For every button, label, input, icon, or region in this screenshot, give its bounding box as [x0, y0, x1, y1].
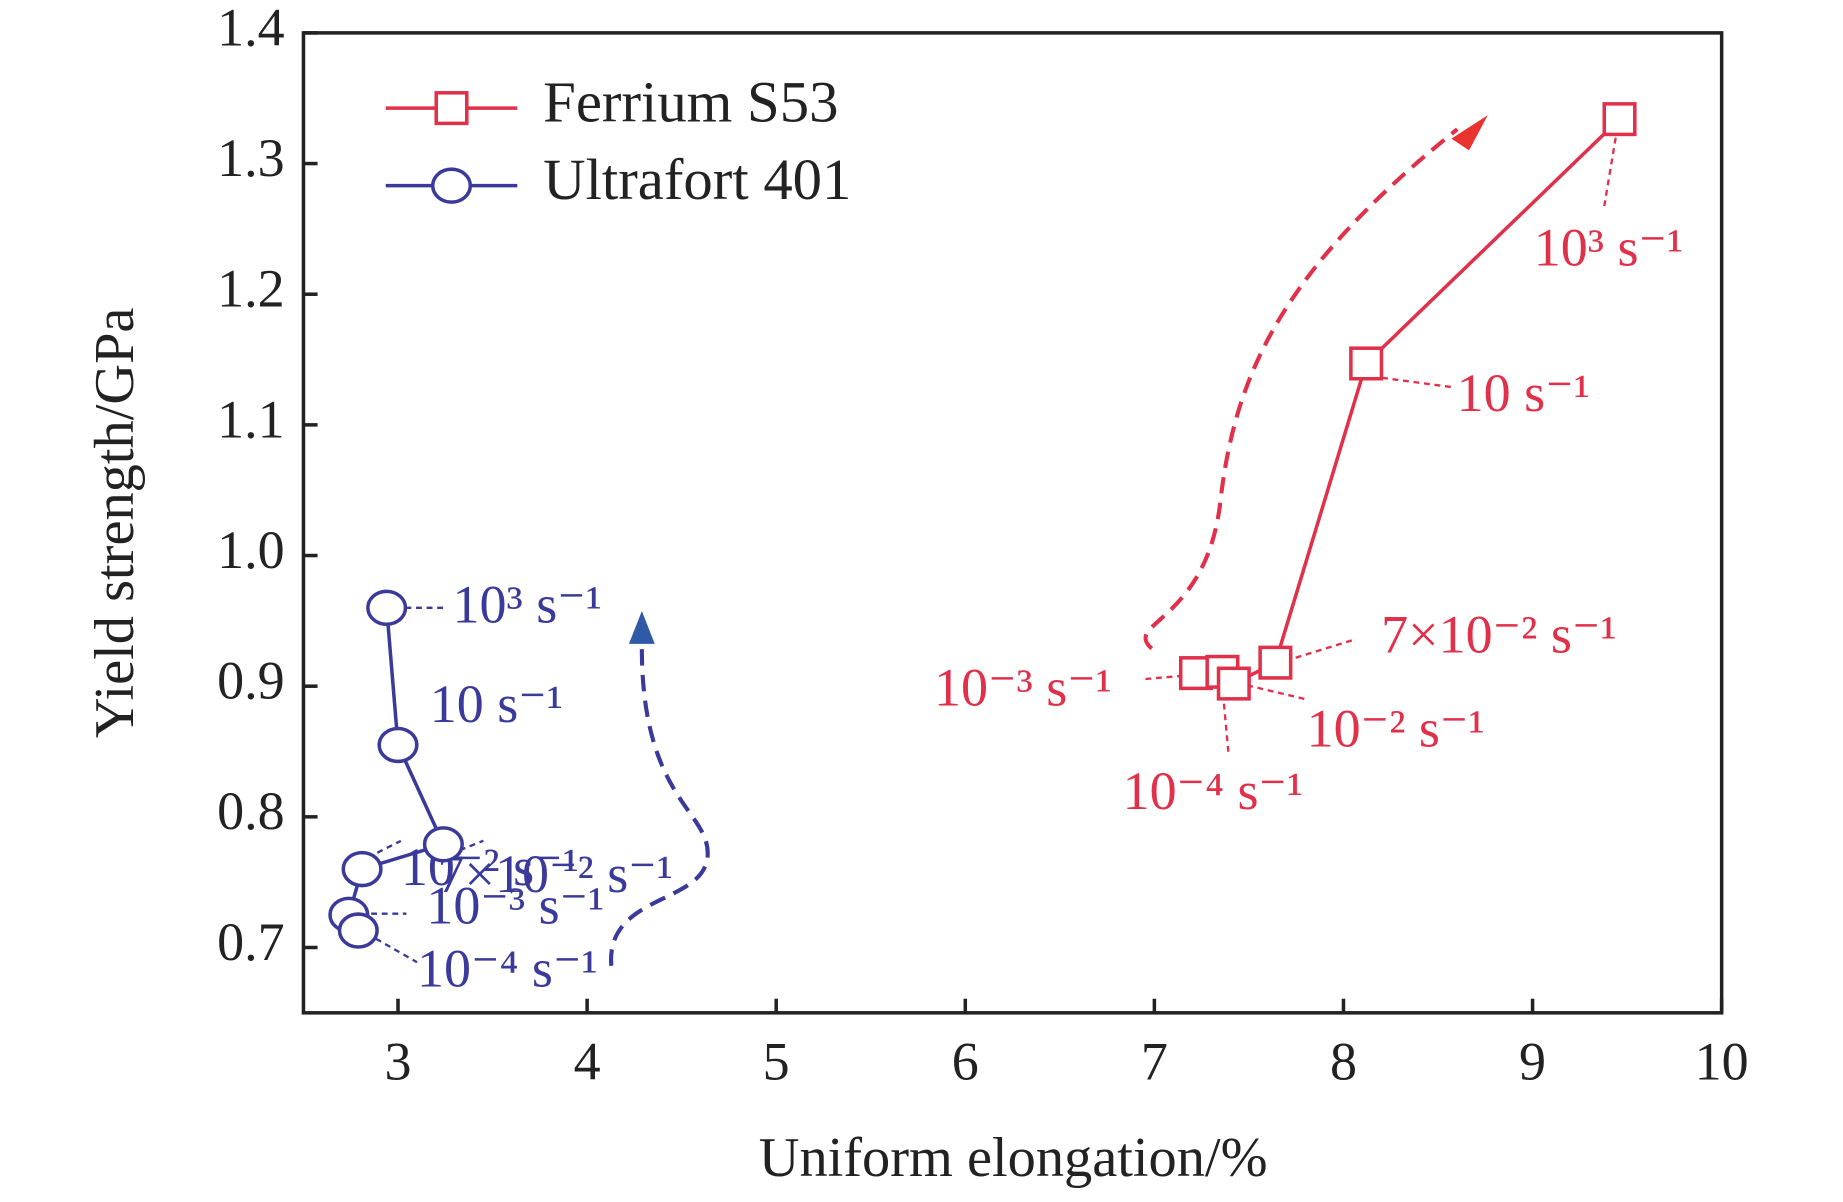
marker	[337, 912, 379, 949]
arrow-head	[628, 610, 655, 644]
marker	[341, 850, 383, 888]
y-tick-label: 0.8	[217, 781, 285, 841]
leader-line	[375, 937, 418, 964]
x-tick-label: 8	[1330, 1031, 1357, 1091]
point-label: 7×10⁻² s⁻¹	[1381, 605, 1617, 665]
trend-arrow	[1143, 127, 1459, 651]
marker	[1216, 666, 1251, 701]
point-label: 10⁻⁴ s⁻¹	[417, 938, 598, 998]
leader-line	[1380, 376, 1451, 389]
point-label: 10³ s⁻¹	[1534, 217, 1683, 277]
marker	[422, 826, 464, 863]
y-tick-label: 1.2	[217, 259, 285, 319]
marker	[1258, 645, 1293, 680]
y-tick-label: 1.1	[217, 389, 285, 449]
point-label: 10⁻³ s⁻¹	[934, 658, 1112, 718]
x-tick-label: 6	[952, 1031, 979, 1091]
marker	[1349, 346, 1384, 381]
arrow-head	[1451, 115, 1488, 151]
y-tick-label: 0.9	[217, 651, 285, 711]
point-label: 10⁻³ s⁻¹	[426, 876, 604, 936]
point-label: 10³ s⁻¹	[452, 575, 601, 635]
point-label: 10 s⁻¹	[430, 674, 563, 734]
y-tick-label: 1.0	[217, 520, 285, 580]
y-tick-label: 0.7	[217, 912, 285, 972]
x-tick-label: 3	[385, 1031, 412, 1091]
y-tick-label: 1.3	[217, 128, 285, 188]
x-tick-label: 9	[1519, 1031, 1546, 1091]
x-tick-label: 7	[1141, 1031, 1168, 1091]
plot-frame	[301, 31, 1724, 1015]
marker	[1602, 102, 1637, 137]
leader-line	[376, 839, 402, 854]
trend-arrow	[609, 643, 710, 966]
legend-label: Ultrafort 401	[543, 147, 851, 212]
x-tick-label: 5	[763, 1031, 790, 1091]
leader-line	[459, 839, 484, 852]
x-tick-label: 4	[574, 1031, 601, 1091]
point-label: 10⁻⁴ s⁻¹	[1123, 761, 1304, 821]
point-label: 10⁻² s⁻¹	[1307, 699, 1485, 759]
legend-label: Ferrium S53	[543, 70, 838, 135]
legend-marker	[434, 91, 469, 126]
y-tick-label: 1.4	[217, 0, 285, 57]
legend-marker	[430, 167, 473, 204]
x-axis-title: Uniform elongation/%	[759, 1127, 1268, 1189]
leader-line	[1603, 135, 1618, 207]
marker	[366, 589, 408, 627]
point-label: 7×10⁻² s⁻¹	[438, 844, 673, 904]
leader-line	[1286, 639, 1353, 662]
marker	[377, 726, 419, 764]
x-tick-label: 10	[1695, 1031, 1749, 1091]
y-axis-title: Yield strength/GPa	[84, 308, 146, 739]
point-label: 10 s⁻¹	[1457, 363, 1590, 423]
